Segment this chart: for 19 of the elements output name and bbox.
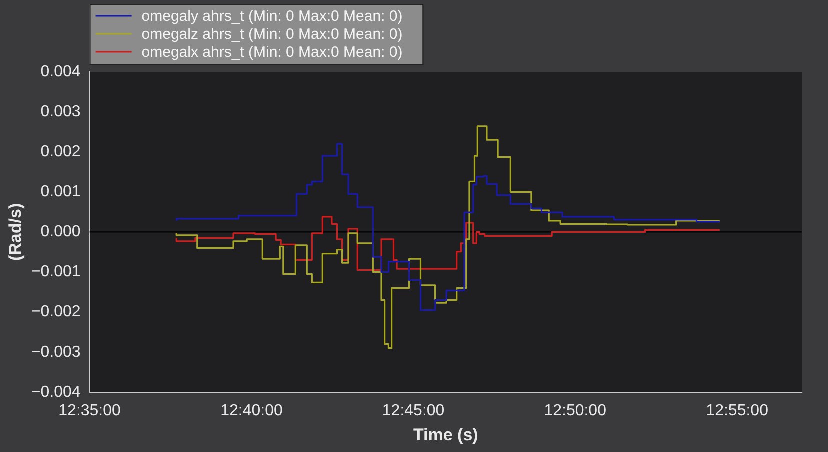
y-tick-label: 0.000 (40, 224, 81, 241)
y-tick-label: −0.003 (31, 344, 81, 361)
legend-label: omegaly ahrs_t (Min: 0 Max:0 Mean: 0) (142, 8, 403, 26)
y-tick-label: −0.004 (31, 384, 81, 401)
y-tick-label: 0.001 (40, 184, 81, 201)
x-tick-label: 12:40:00 (220, 402, 284, 420)
x-tick-label: 12:45:00 (382, 402, 445, 420)
x-tick-label: 12:55:00 (706, 402, 769, 420)
y-tick-label: −0.001 (31, 264, 81, 281)
legend-label: omegalz ahrs_t (Min: 0 Max:0 Mean: 0) (142, 26, 403, 44)
x-tick-label: 12:35:00 (58, 402, 122, 420)
x-axis-title: Time (s) (413, 425, 478, 444)
x-tick-label: 12:50:00 (544, 402, 607, 420)
y-axis-title: (Rad/s) (6, 203, 25, 262)
y-tick-label: 0.002 (40, 144, 81, 161)
y-tick-label: −0.002 (31, 304, 81, 321)
y-tick-label: 0.004 (40, 63, 81, 80)
y-tick-label: 0.003 (40, 103, 81, 120)
legend-label: omegalx ahrs_t (Min: 0 Max:0 Mean: 0) (142, 44, 403, 62)
